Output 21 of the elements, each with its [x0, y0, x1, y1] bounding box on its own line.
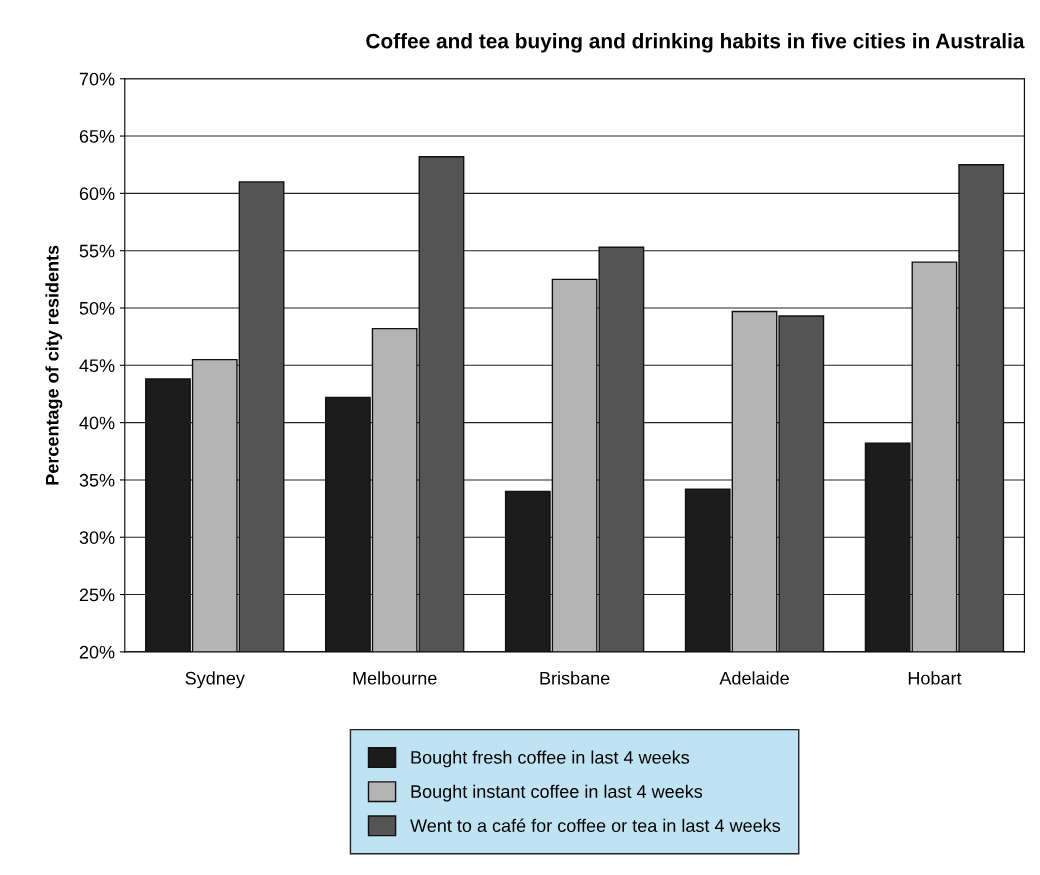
- y-tick-label: 50%: [79, 301, 115, 315]
- y-tick-label: 55%: [79, 244, 115, 258]
- y-tick-label: 40%: [79, 416, 115, 430]
- x-tick-label: Sydney: [185, 671, 245, 689]
- y-tick-label: 30%: [79, 531, 115, 544]
- y-tick-label: 25%: [79, 588, 115, 602]
- y-tick-label: 65%: [79, 130, 115, 143]
- x-tick-label: Melbourne: [353, 671, 437, 685]
- x-tick-label: Brisbane: [540, 671, 610, 685]
- legend-label: Bought instant coffee in last 4 weeks: [411, 784, 703, 802]
- x-tick-label: Adelaide: [719, 671, 789, 685]
- y-tick-label: 35%: [79, 473, 115, 487]
- x-tick-label: Hobart: [908, 671, 962, 685]
- legend-label: Went to a café for coffee or tea in last 4 weeks: [410, 818, 781, 833]
- y-tick-label: 70%: [79, 72, 115, 86]
- y-tick-label: 45%: [79, 359, 115, 373]
- y-tick-label: 20%: [79, 645, 115, 659]
- y-tick-label: 60%: [79, 187, 115, 201]
- legend-label: Bought fresh coffee in last 4 weeks: [411, 750, 690, 768]
- chart-title: Coffee and tea buying and drinking habits in five cities in Australia: [366, 33, 1025, 53]
- y-axis-title: Percentage of city residents: [45, 245, 63, 485]
